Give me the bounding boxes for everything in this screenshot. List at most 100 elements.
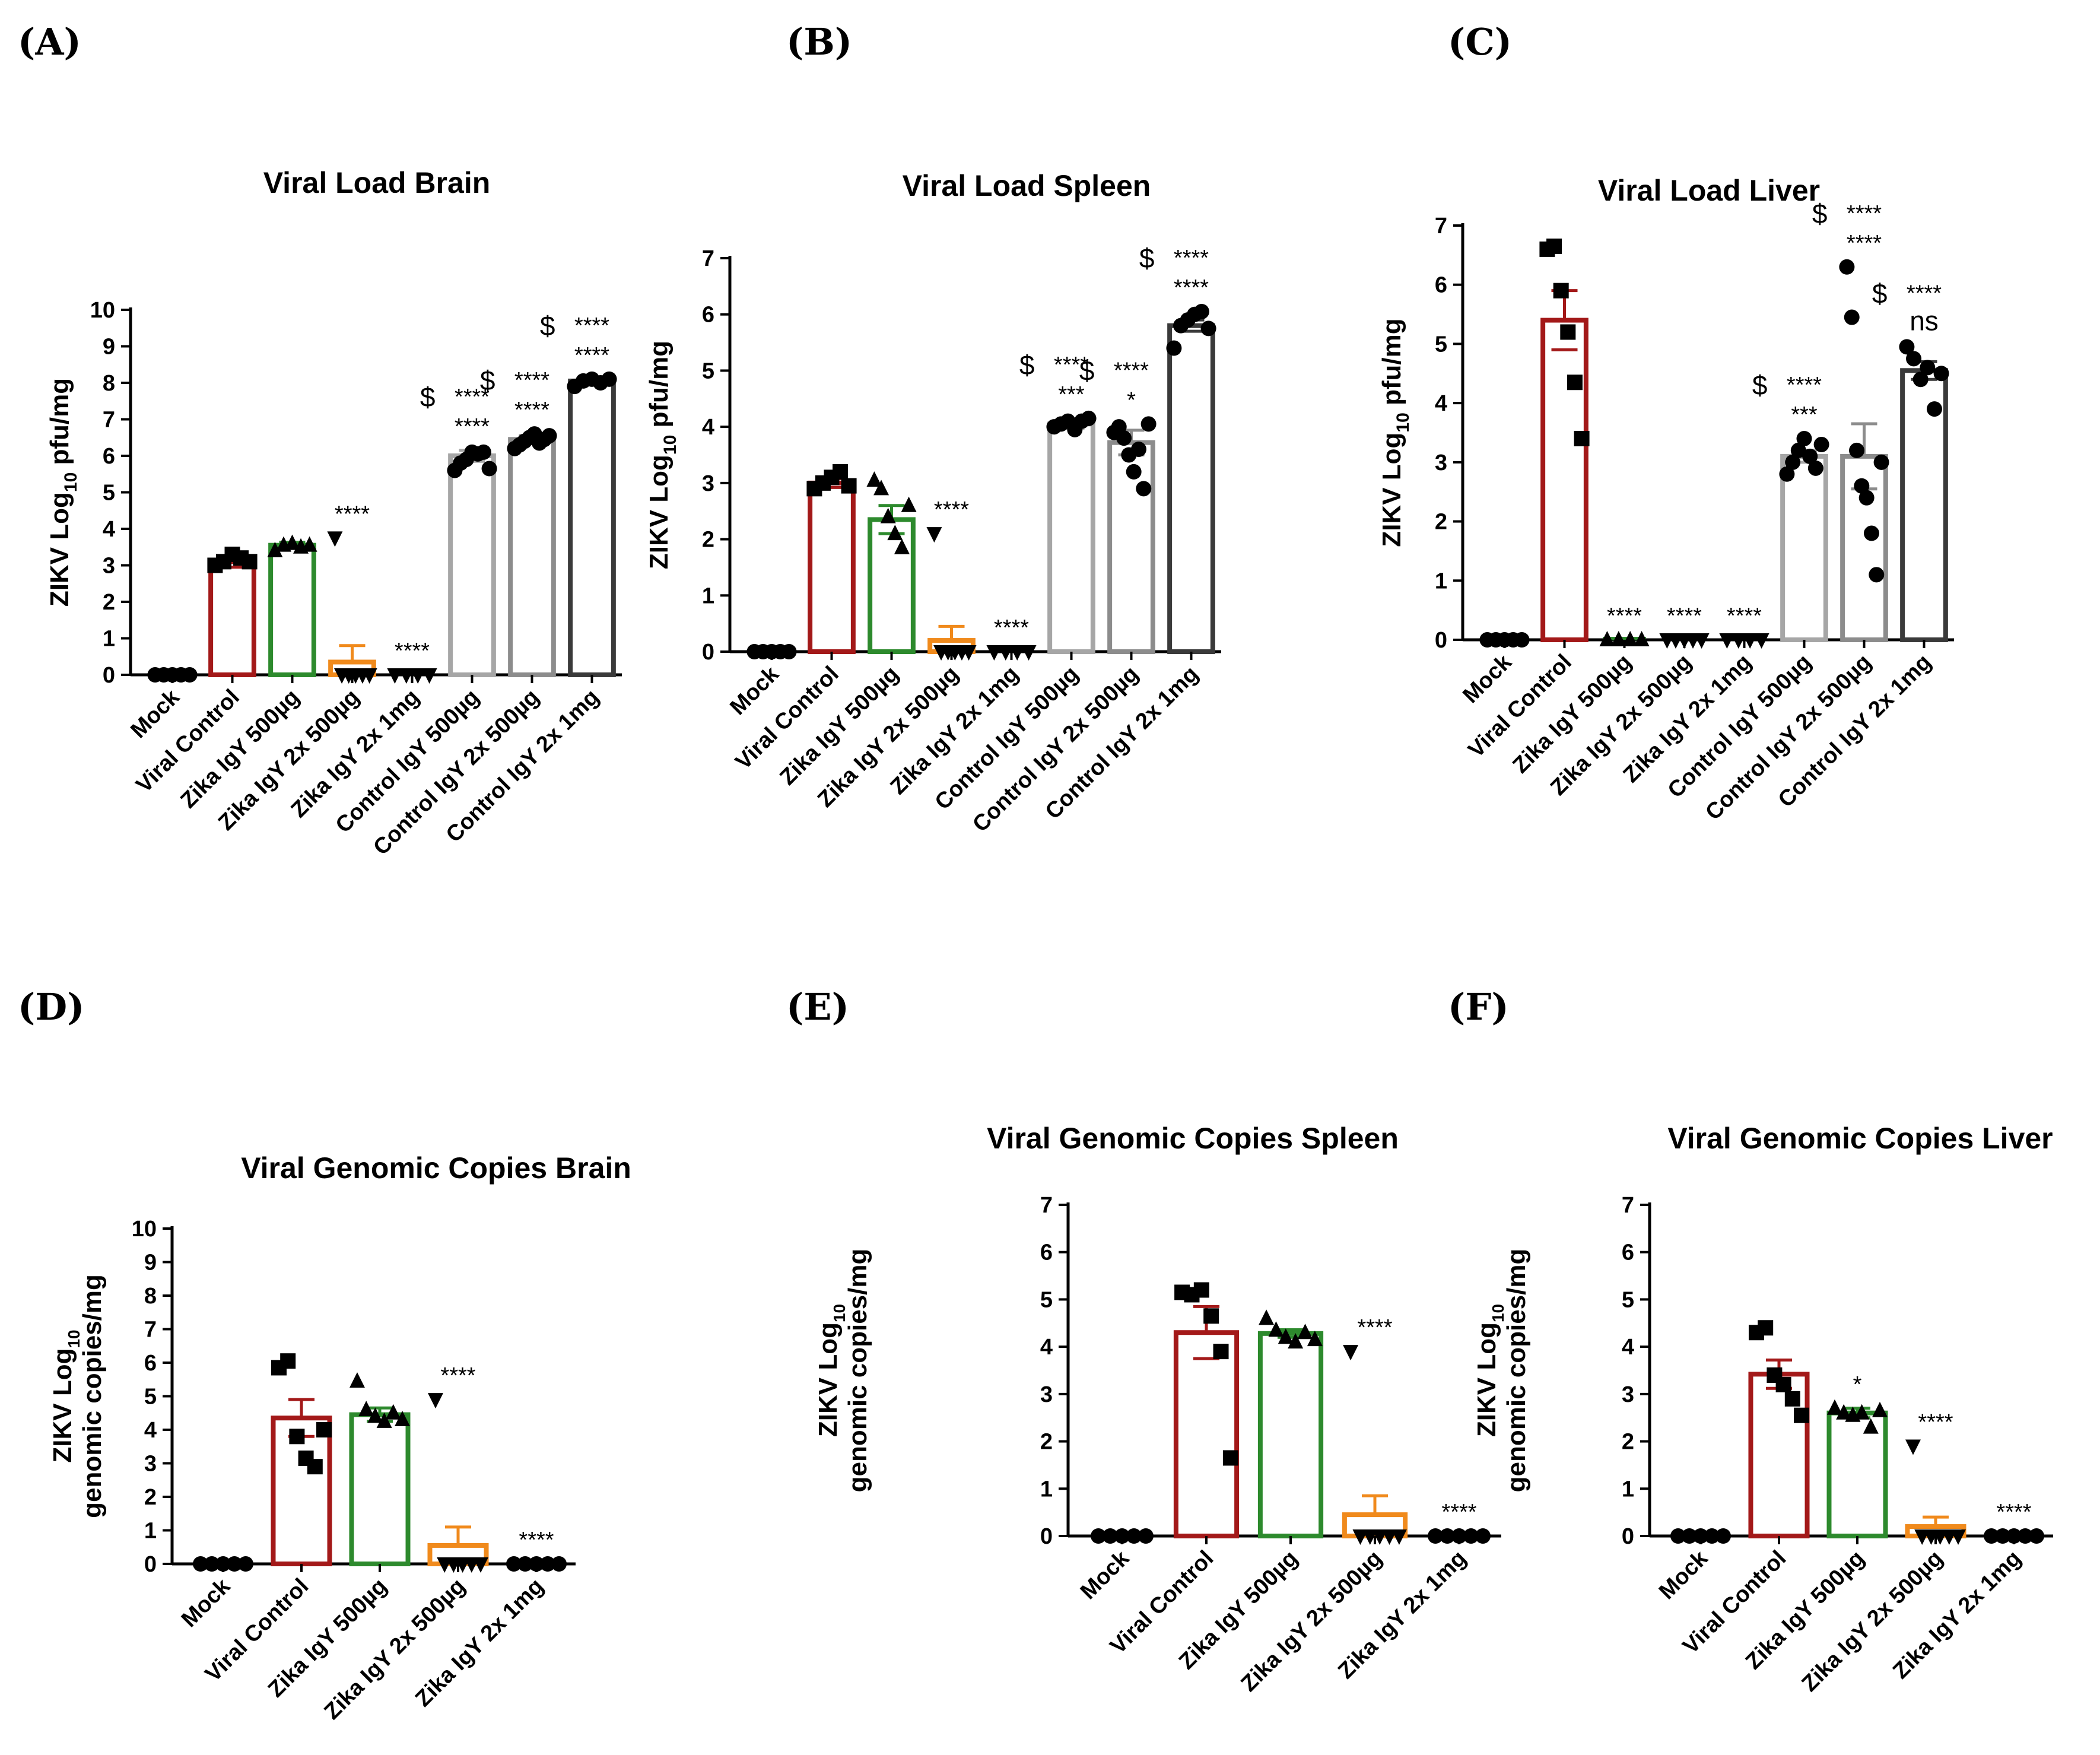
data-point <box>307 1459 323 1475</box>
data-point <box>1213 1344 1229 1360</box>
data-point <box>481 461 497 477</box>
y-tick-label: 3 <box>103 554 115 579</box>
y-axis-label-sub: 10 <box>65 1329 83 1348</box>
significance-label: **** <box>455 414 490 439</box>
y-tick-label: 10 <box>132 1217 157 1242</box>
data-point <box>1567 375 1583 391</box>
data-point <box>1475 1528 1491 1544</box>
bar-1 <box>208 559 256 677</box>
data-point <box>1920 360 1936 376</box>
data-point <box>926 527 942 543</box>
data-point <box>1899 339 1915 355</box>
data-point <box>833 464 849 480</box>
y-tick-label: 2 <box>702 528 714 553</box>
data-point <box>2029 1528 2045 1544</box>
y-axis-label-line2: genomic copies/mg <box>843 1249 872 1493</box>
y-axis-label-sub: 10 <box>830 1304 849 1322</box>
data-point <box>1694 633 1710 649</box>
significance-label: **** <box>1054 353 1089 377</box>
data-point <box>1116 430 1132 446</box>
data-point <box>1140 416 1157 432</box>
data-point <box>1440 1528 1455 1544</box>
data-point <box>1259 1309 1275 1325</box>
data-point <box>1836 1404 1852 1420</box>
significance-label: **** <box>1174 275 1209 300</box>
data-point <box>2018 1528 2034 1544</box>
y-axis-label-rest: pfu/mg <box>644 341 673 435</box>
data-point <box>1138 1528 1154 1544</box>
y-tick-label: 2 <box>1040 1430 1053 1455</box>
bar-2 <box>1257 1331 1324 1538</box>
y-tick-label: 0 <box>144 1552 157 1577</box>
data-point <box>1758 1320 1774 1336</box>
significance-label: **** <box>994 615 1029 640</box>
data-point <box>473 1557 489 1573</box>
significance-label: *** <box>1058 382 1085 407</box>
data-point <box>1136 481 1152 497</box>
data-point <box>1844 309 1860 325</box>
data-point <box>887 525 903 541</box>
dollar-label: $ <box>420 382 436 412</box>
data-point <box>517 1556 533 1572</box>
dollar-label: $ <box>1139 243 1155 274</box>
data-point <box>1288 1333 1304 1349</box>
data-point <box>1634 631 1650 646</box>
significance-label: **** <box>1357 1315 1392 1340</box>
y-tick-label: 2 <box>1622 1430 1634 1455</box>
data-point <box>873 480 889 496</box>
data-point <box>1297 1324 1313 1340</box>
data-point <box>376 1412 392 1428</box>
chart-title: Viral Load Spleen <box>903 169 1151 202</box>
y-tick-label: 6 <box>144 1351 157 1376</box>
y-axis-label: ZIKV Log10 <box>814 1304 849 1437</box>
data-point <box>1994 1528 2010 1544</box>
significance-label: **** <box>934 497 969 522</box>
y-tick-label: 4 <box>1435 391 1447 416</box>
bar-2 <box>349 1412 411 1566</box>
y-axis-label-rest: pfu/mg <box>1377 318 1406 412</box>
data-point <box>1858 490 1875 506</box>
data-point <box>1268 1321 1284 1337</box>
y-axis-label-main: ZIKV Log <box>1472 1322 1501 1437</box>
data-point <box>901 496 917 512</box>
data-point <box>358 1401 374 1417</box>
y-axis-label-main: ZIKV Log <box>644 455 673 569</box>
y-tick-label: 3 <box>144 1452 157 1477</box>
data-point <box>841 478 857 494</box>
data-point <box>1021 645 1037 661</box>
significance-label: * <box>1127 388 1136 412</box>
data-point <box>267 541 283 557</box>
significance-label: **** <box>335 502 370 526</box>
data-point <box>1863 525 1879 541</box>
data-point <box>1372 1529 1388 1545</box>
dollar-label: $ <box>480 365 495 396</box>
data-point <box>1906 351 1922 367</box>
data-point <box>1926 401 1942 417</box>
y-tick-label: 7 <box>103 408 115 433</box>
y-tick-label: 8 <box>103 371 115 396</box>
category-label: Mock <box>177 1573 236 1632</box>
data-point <box>1362 1529 1378 1545</box>
dollar-label: $ <box>1079 355 1095 386</box>
significance-label: **** <box>1174 246 1209 271</box>
significance-label: **** <box>395 639 430 664</box>
data-point <box>1813 436 1829 452</box>
bar-7 <box>568 378 616 677</box>
data-point <box>1091 1528 1106 1544</box>
panel-letter: (F) <box>1448 985 1509 1029</box>
data-point <box>1610 631 1626 646</box>
data-point <box>1872 1401 1888 1417</box>
chart-panel-e: (E) Viral Genomic Copies Spleen 0 1 2 3 4 5 6 7 ZI… <box>786 985 1501 1696</box>
data-point <box>1428 1528 1443 1544</box>
data-point <box>1352 1529 1368 1545</box>
panel-letter: (A) <box>18 20 81 64</box>
panel-letter: (D) <box>18 985 84 1029</box>
y-tick-label: 9 <box>103 335 115 360</box>
data-point <box>1278 1328 1294 1344</box>
data-point <box>227 1556 243 1572</box>
chart-panel-f: (F) Viral Genomic Copies Liver 0 1 2 3 4 5 6 7 ZIK… <box>1448 985 2053 1696</box>
data-point <box>238 1556 254 1572</box>
significance-label: **** <box>1441 1500 1476 1525</box>
category-label: Zika IgY 2x 500µg <box>1237 1546 1387 1697</box>
data-point <box>1514 632 1530 648</box>
